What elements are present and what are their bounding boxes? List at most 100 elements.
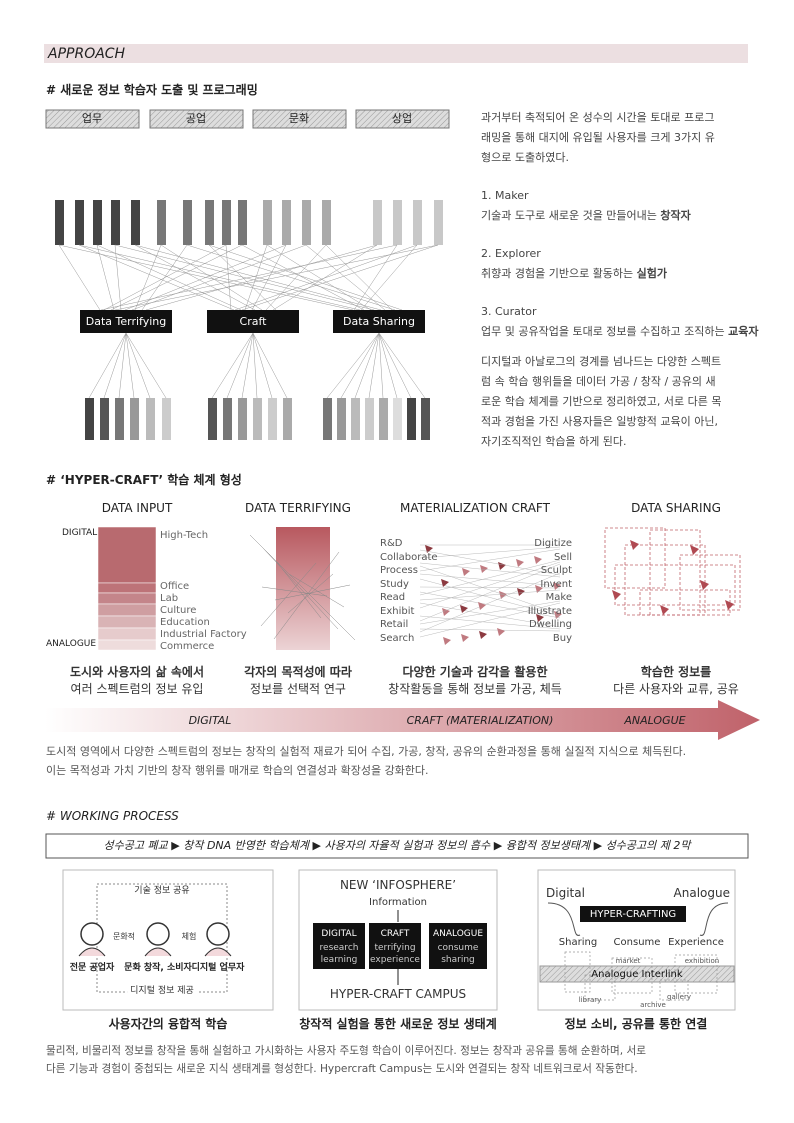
craft-label: Collaborate xyxy=(380,551,438,563)
place-frame xyxy=(659,979,689,1001)
category-label: 상업 xyxy=(391,112,413,125)
panel-caption: 정보 소비, 공유를 통한 연결 xyxy=(564,1017,708,1031)
bar xyxy=(282,200,291,245)
connector xyxy=(134,244,256,311)
bar xyxy=(302,200,311,245)
connector xyxy=(354,332,380,399)
spectrum-arrow xyxy=(45,700,760,740)
category-box xyxy=(355,109,450,129)
connector xyxy=(378,332,384,399)
layer-label: Education xyxy=(160,617,210,628)
place-frame xyxy=(584,974,616,1001)
user-icon xyxy=(206,922,230,946)
craft-line xyxy=(419,602,561,638)
connector xyxy=(241,244,365,311)
arrow-label: ANALOGUE xyxy=(624,714,686,727)
box-line: experience xyxy=(370,955,420,965)
cut-line xyxy=(274,584,351,601)
layer xyxy=(97,582,157,594)
bar xyxy=(205,200,214,245)
craft-label: Read xyxy=(380,592,406,603)
user-role: 교육자 xyxy=(728,325,759,338)
panel2-title: NEW ‘INFOSPHERE’ xyxy=(339,878,457,892)
craft-shard xyxy=(478,602,486,610)
connector xyxy=(378,332,426,399)
connector xyxy=(134,244,382,311)
description: 자기조직적인 학습을 하게 된다. xyxy=(481,435,627,448)
connector xyxy=(100,244,398,311)
end-label: Digital xyxy=(546,886,585,900)
share-shard xyxy=(630,540,639,550)
connector xyxy=(96,244,115,311)
paragraph: 이는 목적성과 가치 기반의 창작 행위를 매개로 학습의 연결성과 확장성을 … xyxy=(46,764,429,777)
share-frame xyxy=(679,554,741,611)
share-shard xyxy=(700,580,709,590)
paragraph: 물리적, 비물리적 정보를 창작을 통해 실험하고 가시화하는 사용자 주도형 … xyxy=(46,1045,647,1057)
infosphere-box xyxy=(369,923,421,969)
craft-line xyxy=(419,546,561,559)
layer-label: High-Tech xyxy=(160,530,209,541)
craft-shard xyxy=(535,585,543,593)
box-head: DIGITAL xyxy=(321,929,357,939)
box-line: terrifying xyxy=(374,943,416,953)
column-title: DATA INPUT xyxy=(101,501,173,515)
bar xyxy=(130,398,139,440)
connector xyxy=(211,332,254,399)
craft-shard xyxy=(442,608,450,616)
user-label: 문화 창작, 소비자 xyxy=(124,963,192,973)
connector xyxy=(125,332,151,399)
user-icon xyxy=(80,922,104,946)
connector xyxy=(88,332,127,399)
user-icon xyxy=(78,947,106,957)
description: 형으로 도출하였다. xyxy=(481,151,569,164)
bar xyxy=(223,398,232,440)
bar xyxy=(238,200,247,245)
craft-line xyxy=(419,565,561,615)
connector xyxy=(110,244,243,311)
infosphere-box xyxy=(313,923,365,969)
description: 로운 학습 체계를 기반으로 정리하였고, 서로 다른 목 xyxy=(481,395,722,408)
craft-label: Invent xyxy=(540,578,572,590)
place-label: archive xyxy=(640,1001,666,1009)
connector xyxy=(272,244,378,311)
node-box xyxy=(333,310,425,333)
caption: 정보를 선택적 연구 xyxy=(250,682,346,696)
terrify-block xyxy=(276,527,330,650)
column-title: DATA TERRIFYING xyxy=(245,501,351,515)
place-label: gallery xyxy=(667,993,691,1001)
connector xyxy=(252,332,288,399)
user-number: 3. Curator xyxy=(481,305,537,318)
connector xyxy=(134,244,162,311)
box-line: research xyxy=(319,943,359,953)
craft-label: Buy xyxy=(552,632,572,644)
layer-label: Industrial Factory xyxy=(160,629,247,640)
craft-shard xyxy=(460,605,468,613)
caption: 다른 사용자와 교류, 공유 xyxy=(613,682,739,696)
connector xyxy=(251,244,287,311)
user-number: 2. Explorer xyxy=(481,247,541,260)
box-head: CRAFT xyxy=(380,929,410,939)
layer-label: Lab xyxy=(160,593,179,604)
bar xyxy=(323,398,332,440)
share-shard xyxy=(612,590,621,600)
craft-label: Digitize xyxy=(534,538,572,549)
place-frame xyxy=(674,954,718,994)
bar xyxy=(238,398,247,440)
panel xyxy=(298,869,498,1011)
box-line: learning xyxy=(320,955,358,965)
section-title: # 새로운 정보 학습자 도출 및 프로그래밍 xyxy=(46,83,258,97)
layer-label: Commerce xyxy=(160,641,215,652)
craft-shard xyxy=(480,565,488,573)
connector xyxy=(378,332,398,399)
craft-shard xyxy=(498,562,506,570)
layer-label: Office xyxy=(160,581,190,592)
craft-label: Exhibit xyxy=(380,605,415,617)
user-role: 창작자 xyxy=(660,209,691,222)
place-label: library xyxy=(578,996,602,1004)
user-label: 디지털 업무자 xyxy=(191,963,245,973)
place-frame xyxy=(611,957,653,994)
category-label: 문화 xyxy=(288,112,310,125)
mode-label: Sharing xyxy=(558,937,598,948)
bar xyxy=(434,200,443,245)
category-label: 업무 xyxy=(81,112,103,125)
